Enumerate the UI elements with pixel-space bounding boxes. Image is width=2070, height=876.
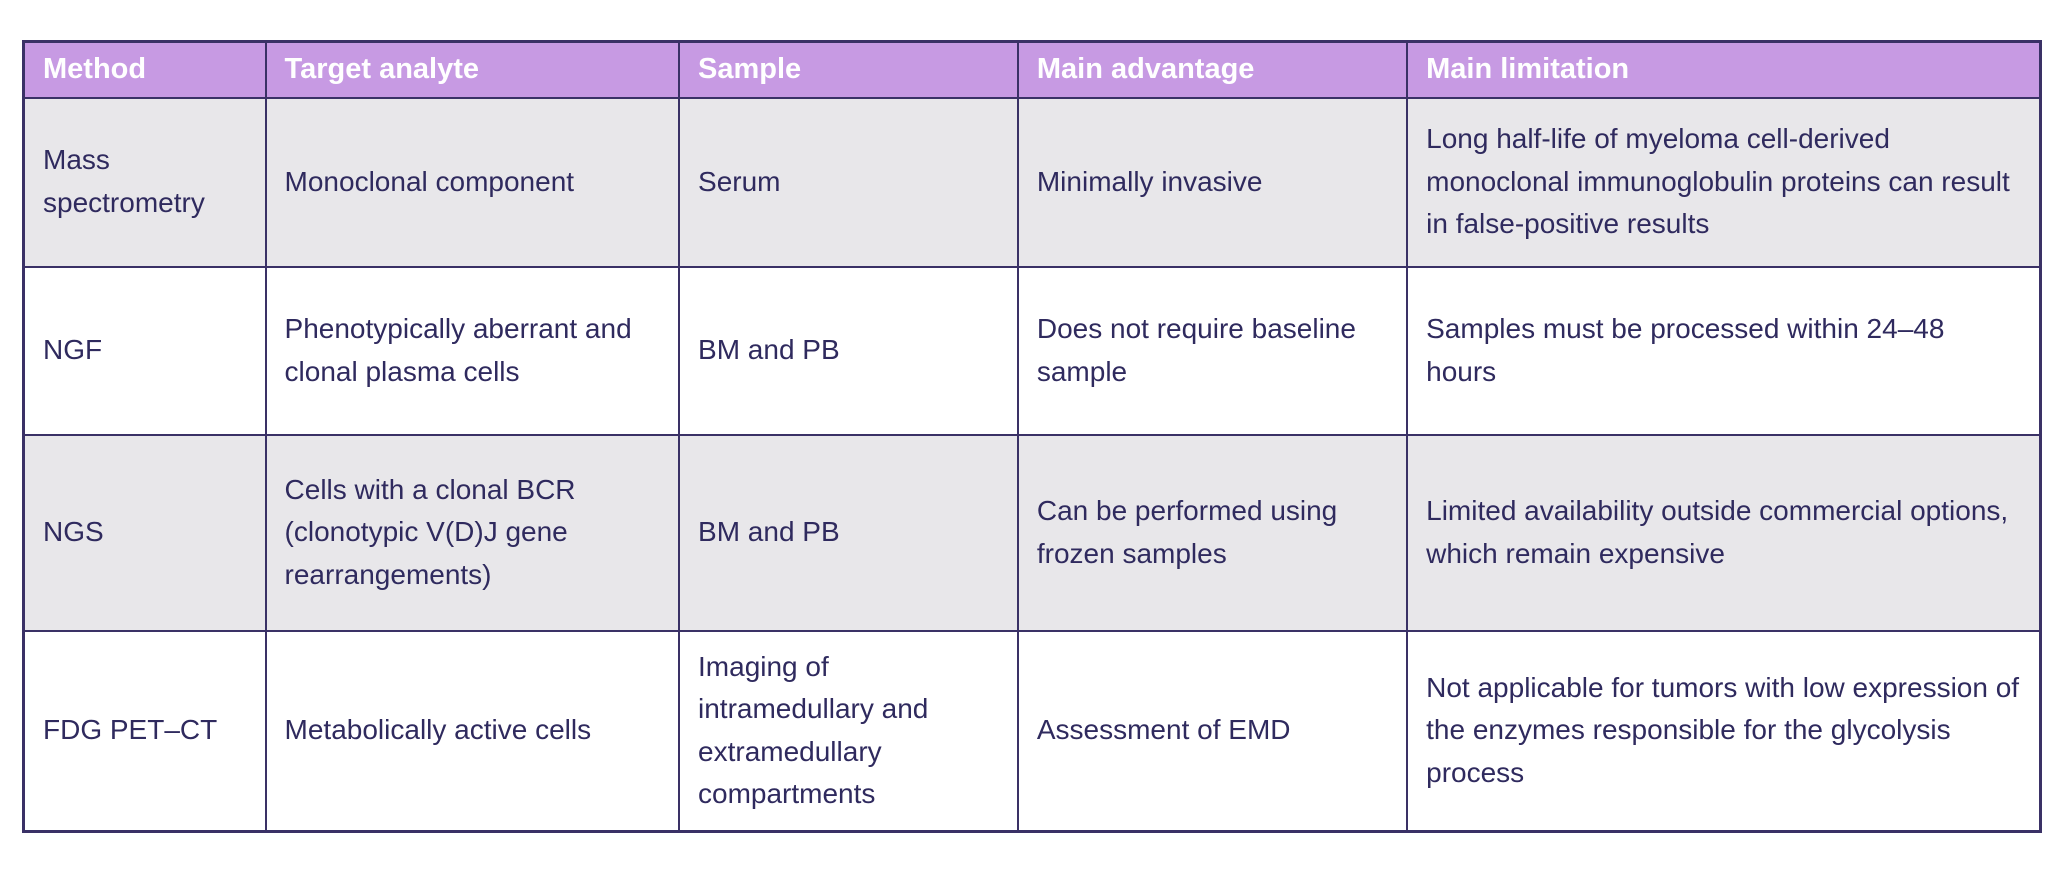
cell-target-analyte: Phenotypically aberrant and clonal plasm… [264, 265, 681, 436]
column-header-sample: Sample [678, 40, 1019, 99]
table-row-mass-spectrometry: Mass spectrometry Monoclonal component S… [22, 96, 2042, 268]
cell-main-limitation: Limited availability outside commercial … [1406, 433, 2042, 632]
cell-sample: BM and PB [678, 265, 1019, 436]
table-header-row: Method Target analyte Sample Main advant… [22, 40, 2042, 99]
cell-target-analyte: Metabolically active cells [264, 629, 681, 833]
cell-main-limitation: Long half-life of myeloma cell-derived m… [1406, 96, 2042, 268]
cell-target-analyte: Monoclonal component [264, 96, 681, 268]
cell-target-analyte: Cells with a clonal BCR (clonotypic V(D)… [264, 433, 681, 632]
cell-main-limitation: Not applicable for tumors with low expre… [1406, 629, 2042, 833]
cell-sample: BM and PB [678, 433, 1019, 632]
cell-method: FDG PET–CT [22, 629, 267, 833]
cell-sample: Serum [678, 96, 1019, 268]
table-row-fdg-pet-ct: FDG PET–CT Metabolically active cells Im… [22, 629, 2042, 833]
column-header-main-limitation: Main limitation [1406, 40, 2042, 99]
table-row-ngf: NGF Phenotypically aberrant and clonal p… [22, 265, 2042, 436]
cell-main-limitation: Samples must be processed within 24–48 h… [1406, 265, 2042, 436]
cell-main-advantage: Assessment of EMD [1016, 629, 1409, 833]
cell-method: NGF [22, 265, 267, 436]
column-header-target-analyte: Target analyte [264, 40, 681, 99]
table-row-ngs: NGS Cells with a clonal BCR (clonotypic … [22, 433, 2042, 632]
cell-method: Mass spectrometry [22, 96, 267, 268]
cell-main-advantage: Does not require baseline sample [1016, 265, 1409, 436]
cell-main-advantage: Can be performed using frozen samples [1016, 433, 1409, 632]
cell-method: NGS [22, 433, 267, 632]
column-header-main-advantage: Main advantage [1016, 40, 1409, 99]
cell-sample: Imaging of intramedullary and extramedul… [678, 629, 1019, 833]
cell-main-advantage: Minimally invasive [1016, 96, 1409, 268]
column-header-method: Method [22, 40, 267, 99]
methods-comparison-table: Method Target analyte Sample Main advant… [22, 40, 2042, 833]
